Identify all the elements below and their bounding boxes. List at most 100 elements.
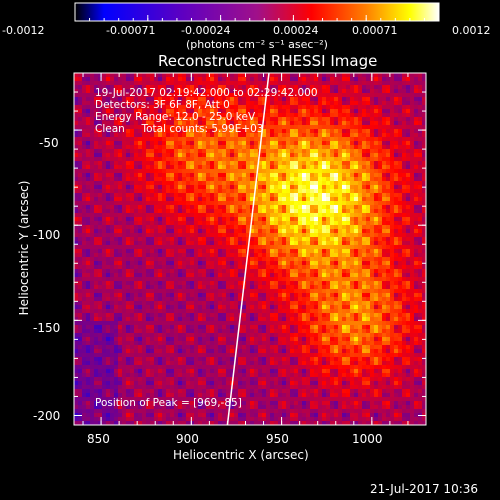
- heatmap-cell: [146, 197, 150, 201]
- heatmap-cell: [286, 153, 290, 157]
- heatmap-cell: [86, 161, 90, 165]
- heatmap-cell: [98, 85, 102, 89]
- heatmap-cell: [282, 269, 286, 273]
- heatmap-cell: [198, 281, 202, 285]
- heatmap-cell: [322, 109, 326, 113]
- heatmap-cell: [274, 213, 278, 217]
- heatmap-cell: [210, 273, 214, 277]
- heatmap-cell: [306, 137, 310, 141]
- heatmap-cell: [282, 149, 286, 153]
- heatmap-cell: [338, 161, 342, 165]
- heatmap-cell: [194, 193, 198, 197]
- heatmap-cell: [170, 89, 174, 93]
- heatmap-cell: [330, 193, 334, 197]
- heatmap-cell: [238, 97, 242, 101]
- heatmap-cell: [246, 105, 250, 109]
- heatmap-cell: [358, 169, 362, 173]
- heatmap-cell: [162, 81, 166, 85]
- heatmap-cell: [334, 129, 338, 133]
- heatmap-cell: [382, 217, 386, 221]
- heatmap-cell: [130, 193, 134, 197]
- heatmap-cell: [74, 137, 78, 141]
- heatmap-cell: [146, 125, 150, 129]
- heatmap-cell: [342, 145, 346, 149]
- heatmap-cell: [170, 209, 174, 213]
- heatmap-cell: [130, 173, 134, 177]
- heatmap-cell: [170, 101, 174, 105]
- heatmap-cell: [290, 177, 294, 181]
- heatmap-cell: [250, 129, 254, 133]
- heatmap-cell: [214, 161, 218, 165]
- heatmap-cell: [78, 125, 82, 129]
- heatmap-cell: [122, 125, 126, 129]
- heatmap-cell: [386, 261, 390, 265]
- heatmap-cell: [178, 125, 182, 129]
- heatmap-cell: [230, 193, 234, 197]
- heatmap-cell: [138, 189, 142, 193]
- heatmap-cell: [294, 169, 298, 173]
- heatmap-cell: [390, 109, 394, 113]
- heatmap-cell: [314, 205, 318, 209]
- heatmap-cell: [222, 241, 226, 245]
- heatmap-cell: [394, 129, 398, 133]
- heatmap-cell: [198, 133, 202, 137]
- heatmap-cell: [270, 205, 274, 209]
- heatmap-cell: [330, 265, 334, 269]
- heatmap-cell: [94, 93, 98, 97]
- heatmap-cell: [262, 149, 266, 153]
- heatmap-cell: [338, 121, 342, 125]
- heatmap-cell: [390, 213, 394, 217]
- heatmap-cell: [414, 289, 418, 293]
- heatmap-cell: [174, 93, 178, 97]
- heatmap-cell: [374, 209, 378, 213]
- heatmap-cell: [142, 229, 146, 233]
- heatmap-cell: [370, 101, 374, 105]
- heatmap-cell: [338, 109, 342, 113]
- heatmap-cell: [238, 129, 242, 133]
- heatmap-cell: [230, 277, 234, 281]
- heatmap-cell: [118, 173, 122, 177]
- heatmap-cell: [346, 121, 350, 125]
- heatmap-cell: [90, 73, 94, 77]
- heatmap-cell: [402, 73, 406, 77]
- heatmap-cell: [402, 85, 406, 89]
- heatmap-cell: [382, 245, 386, 249]
- heatmap-cell: [82, 173, 86, 177]
- heatmap-cell: [142, 105, 146, 109]
- heatmap-cell: [366, 217, 370, 221]
- heatmap-cell: [378, 197, 382, 201]
- heatmap-cell: [270, 117, 274, 121]
- heatmap-cell: [182, 193, 186, 197]
- heatmap-cell: [390, 101, 394, 105]
- heatmap-cell: [374, 105, 378, 109]
- heatmap-cell: [246, 237, 250, 241]
- heatmap-cell: [186, 277, 190, 281]
- heatmap-cell: [102, 217, 106, 221]
- heatmap-cell: [250, 105, 254, 109]
- heatmap-cell: [142, 289, 146, 293]
- heatmap-cell: [82, 93, 86, 97]
- heatmap-cell: [174, 217, 178, 221]
- heatmap-cell: [134, 261, 138, 265]
- heatmap-cell: [350, 257, 354, 261]
- heatmap-cell: [338, 165, 342, 169]
- heatmap-cell: [158, 165, 162, 169]
- heatmap-cell: [174, 149, 178, 153]
- heatmap-cell: [350, 273, 354, 277]
- heatmap-cell: [402, 269, 406, 273]
- heatmap-cell: [130, 177, 134, 181]
- heatmap-cell: [370, 161, 374, 165]
- heatmap-cell: [246, 113, 250, 117]
- heatmap-cell: [226, 105, 230, 109]
- heatmap-cell: [198, 137, 202, 141]
- heatmap-cell: [218, 101, 222, 105]
- heatmap-cell: [202, 233, 206, 237]
- heatmap-cell: [202, 105, 206, 109]
- heatmap-cell: [138, 145, 142, 149]
- heatmap-cell: [234, 157, 238, 161]
- heatmap-cell: [330, 209, 334, 213]
- heatmap-cell: [310, 117, 314, 121]
- heatmap-cell: [366, 105, 370, 109]
- heatmap-cell: [394, 81, 398, 85]
- heatmap-cell: [158, 269, 162, 273]
